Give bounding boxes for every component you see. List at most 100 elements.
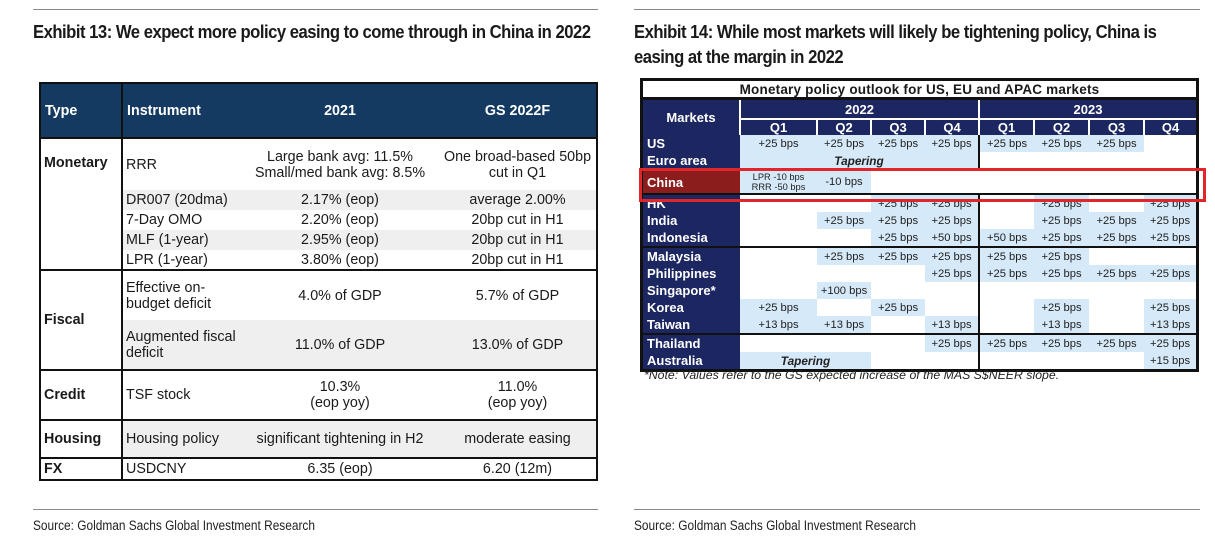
top-divider bbox=[33, 9, 598, 10]
cell-line: 6.20 (12m) bbox=[482, 461, 553, 477]
policy-cell: +25 bps bbox=[925, 193, 979, 212]
monetary-outlook-table-frame: Monetary policy outlook for US, EU and A… bbox=[639, 78, 1206, 372]
policy-cell: +25 bps bbox=[1144, 265, 1196, 282]
cell-line: 2.17% (eop) bbox=[301, 192, 379, 208]
header-gs-2022f: GS 2022F bbox=[439, 83, 597, 138]
cell-line: RRR -50 bps bbox=[751, 182, 806, 192]
policy-cell bbox=[978, 193, 1034, 212]
singapore-footnote: *Note: Values refer to the GS expected i… bbox=[644, 368, 1060, 382]
table-row: FX USDCNY 6.35 (eop) 6.20 (12m) bbox=[40, 457, 597, 480]
market-label: Australia bbox=[643, 352, 740, 369]
policy-cell: +25 bps bbox=[925, 333, 979, 352]
policy-cell: +25 bps bbox=[740, 135, 817, 152]
policy-cell: +25 bps bbox=[871, 212, 925, 229]
value-2022f-cell: 13.0% of GDP bbox=[439, 320, 597, 370]
market-row: Singapore* +100 bps bbox=[643, 282, 1196, 299]
market-label: Euro area bbox=[643, 152, 740, 170]
market-row: Malaysia +25 bps +25 bps +25 bps +25 bps +25 … bbox=[643, 246, 1196, 265]
value-2021-cell: 2.17% (eop) bbox=[241, 190, 439, 210]
policy-cell bbox=[1034, 282, 1089, 299]
source-note: Source: Goldman Sachs Global Investment … bbox=[634, 518, 916, 533]
market-row: Korea +25 bps +25 bps +25 bps +25 bps bbox=[643, 299, 1196, 316]
source-note: Source: Goldman Sachs Global Investment … bbox=[33, 518, 315, 533]
instrument-cell: 7-Day OMO bbox=[126, 212, 203, 228]
policy-cell: +25 bps bbox=[1089, 229, 1144, 247]
instrument-cell: MLF (1-year) bbox=[122, 230, 241, 250]
instrument-cell: USDCNY bbox=[122, 457, 241, 480]
policy-cell bbox=[978, 282, 1034, 299]
value-2022f-cell: 6.20 (12m) bbox=[439, 457, 597, 480]
market-row: Philippines +25 bps +25 bps +25 bps +25 bps +… bbox=[643, 265, 1196, 282]
policy-cell bbox=[1144, 246, 1196, 265]
market-row: India +25 bps +25 bps +25 bps +25 bps +25 bps… bbox=[643, 212, 1196, 229]
policy-cell: +25 bps bbox=[871, 135, 925, 152]
policy-cell: +25 bps bbox=[871, 193, 925, 212]
table-row: Monetary RRR Large bank avg: 11.5% Small/me… bbox=[40, 137, 597, 270]
header-2021: 2021 bbox=[241, 83, 439, 138]
instrument-cell: RRR bbox=[122, 137, 241, 190]
outlook-table-title: Monetary policy outlook for US, EU and A… bbox=[643, 81, 1196, 100]
market-row: Euro area Tapering bbox=[643, 152, 1196, 170]
policy-cell: +25 bps bbox=[1034, 135, 1089, 152]
bottom-divider bbox=[33, 509, 598, 510]
policy-cell: -10 bps bbox=[817, 169, 871, 194]
monetary-outlook-table: Monetary policy outlook for US, EU and A… bbox=[643, 81, 1196, 369]
policy-cell bbox=[1089, 193, 1144, 212]
cell-line: 11.0% bbox=[497, 379, 538, 395]
cell-line: 2.95% (eop) bbox=[301, 232, 379, 248]
policy-cell: LPR -10 bps RRR -50 bps bbox=[740, 169, 817, 194]
value-2022f-cell: 20bp cut in H1 bbox=[439, 250, 597, 270]
market-label: Thailand bbox=[643, 333, 740, 352]
instrument-cell: Effective on-budget deficit bbox=[122, 269, 241, 320]
policy-cell: +25 bps bbox=[1144, 212, 1196, 229]
header-instrument: Instrument bbox=[122, 83, 241, 138]
type-label: Monetary bbox=[40, 137, 123, 270]
policy-cell: +25 bps bbox=[1034, 265, 1089, 282]
policy-cell bbox=[871, 169, 925, 194]
value-2022f-cell: 11.0% (eop yoy) bbox=[439, 369, 597, 420]
policy-cell bbox=[871, 316, 925, 334]
policy-cell: +13 bps bbox=[817, 316, 871, 334]
policy-cell: +25 bps bbox=[925, 265, 979, 282]
table-row: Fiscal Effective on-budget deficit 4.0% of… bbox=[40, 269, 597, 370]
policy-cell: +25 bps bbox=[925, 135, 979, 152]
policy-cell bbox=[925, 282, 979, 299]
policy-cell bbox=[1034, 169, 1089, 194]
bottom-divider bbox=[634, 509, 1200, 510]
cell-line: 4.0% of GDP bbox=[298, 287, 382, 304]
instrument-cell: Augmented fiscal deficit bbox=[122, 320, 241, 370]
policy-cell bbox=[817, 333, 871, 352]
instrument-cell: Housing policy bbox=[122, 419, 241, 458]
policy-cell: +25 bps bbox=[1034, 229, 1089, 247]
policy-cell: +100 bps bbox=[817, 282, 871, 299]
market-label: India bbox=[643, 212, 740, 229]
policy-cell: +25 bps bbox=[1144, 229, 1196, 247]
policy-cell bbox=[817, 265, 871, 282]
value-2021-cell: Large bank avg: 11.5% Small/med bank avg:… bbox=[241, 137, 439, 190]
policy-cell: +25 bps bbox=[871, 299, 925, 316]
cell-line: significant tightening in H2 bbox=[256, 431, 424, 447]
china-policy-table: Type Instrument 2021 GS 2022F Monetary RR… bbox=[39, 82, 598, 481]
cell-line: 20bp cut in H1 bbox=[471, 251, 564, 268]
policy-cell: +50 bps bbox=[925, 229, 979, 247]
header-quarter-2022-q2: Q2 bbox=[817, 119, 872, 135]
policy-cell: +25 bps bbox=[1034, 193, 1089, 212]
policy-cell bbox=[740, 246, 817, 265]
policy-cell: +25 bps bbox=[1089, 265, 1144, 282]
type-label: Credit bbox=[40, 369, 123, 420]
policy-cell bbox=[740, 282, 817, 299]
policy-cell bbox=[1089, 352, 1144, 369]
policy-cell: +25 bps bbox=[871, 246, 925, 265]
cell-line: cut in Q1 bbox=[488, 164, 547, 181]
policy-cell: +25 bps bbox=[978, 265, 1034, 282]
policy-cell: +25 bps bbox=[817, 246, 871, 265]
type-label: Housing bbox=[40, 419, 123, 458]
value-2022f-cell: average 2.00% bbox=[439, 190, 597, 210]
policy-cell bbox=[1089, 152, 1144, 170]
market-label: Indonesia bbox=[643, 229, 740, 247]
table-row: Credit TSF stock 10.3% (eop yoy) 11.0% (eop y… bbox=[40, 369, 597, 420]
cell-line: 20bp cut in H1 bbox=[471, 212, 564, 228]
instrument-cell: DR007 (20dma) bbox=[122, 190, 241, 210]
policy-cell bbox=[1089, 299, 1144, 316]
cell-line: average 2.00% bbox=[469, 192, 566, 208]
